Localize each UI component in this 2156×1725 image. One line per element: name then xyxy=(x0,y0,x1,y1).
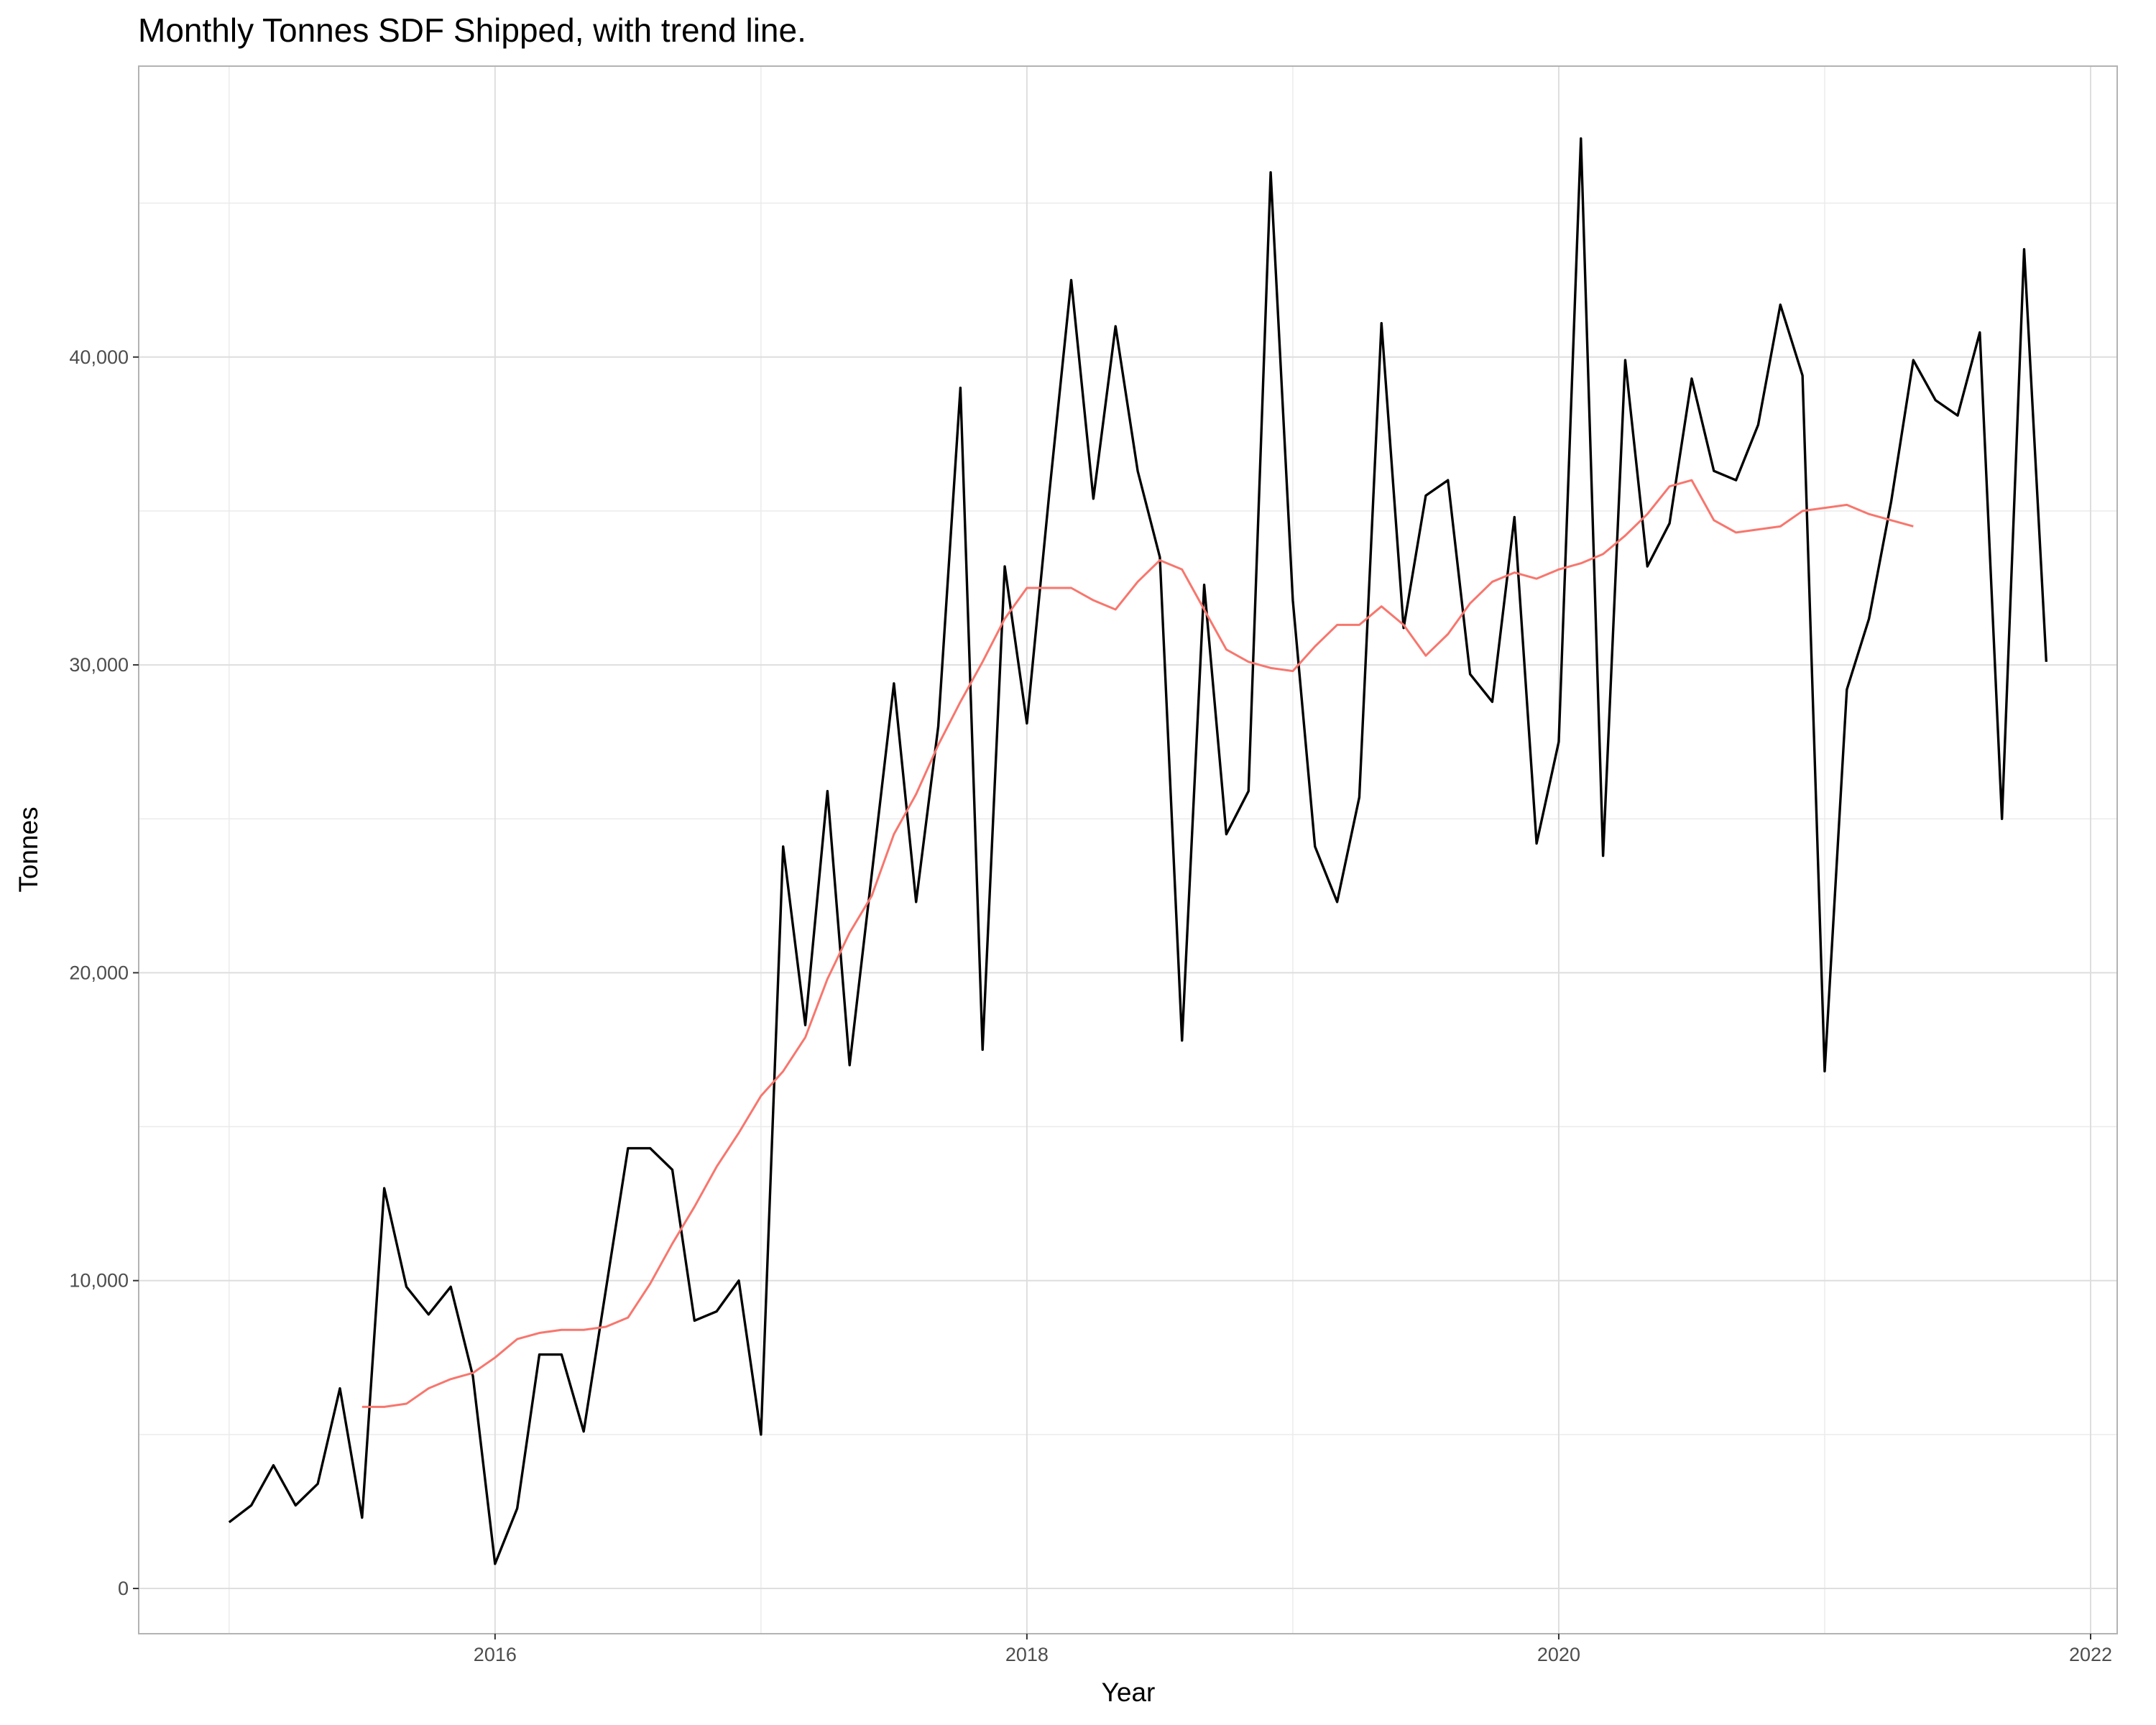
grid xyxy=(139,66,2117,1634)
x-tick-label: 2016 xyxy=(474,1644,517,1665)
x-axis-title: Year xyxy=(1102,1678,1156,1707)
y-tick-label: 0 xyxy=(118,1578,129,1599)
y-tick-label: 20,000 xyxy=(69,962,129,983)
y-tick-label: 10,000 xyxy=(69,1270,129,1292)
y-axis-title: Tonnes xyxy=(14,806,43,892)
x-tick-label: 2018 xyxy=(1005,1644,1049,1665)
y-tick-labels: 0 10,000 20,000 30,000 40,000 xyxy=(69,346,139,1599)
monthly-tonnes-line xyxy=(228,137,2048,1565)
trend-line xyxy=(361,479,1914,1408)
x-tick-labels: 2016 2018 2020 2022 xyxy=(474,1634,2112,1665)
series-group xyxy=(228,137,2048,1565)
plot-panel-border xyxy=(138,65,2118,1634)
x-tick-label: 2022 xyxy=(2069,1644,2112,1665)
y-tick-label: 30,000 xyxy=(69,654,129,676)
y-tick-label: 40,000 xyxy=(69,346,129,368)
chart-title: Monthly Tonnes SDF Shipped, with trend l… xyxy=(138,12,806,49)
x-tick-label: 2020 xyxy=(1537,1644,1580,1665)
